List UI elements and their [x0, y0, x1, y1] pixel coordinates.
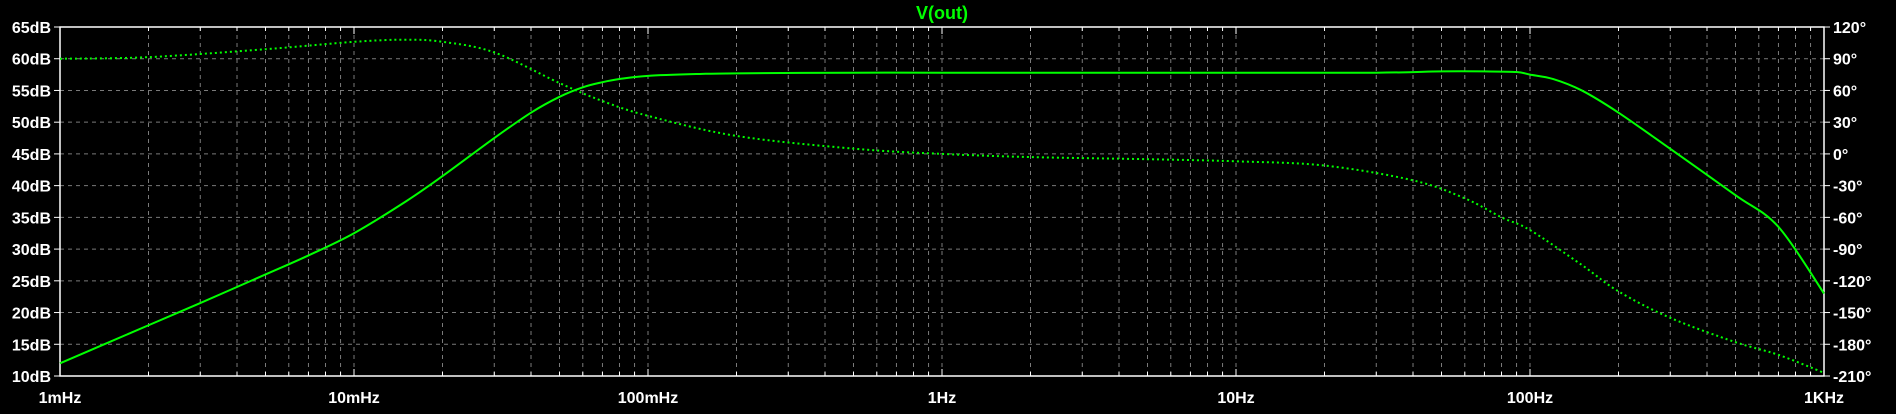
y-right-tick-label: 30° [1833, 115, 1857, 132]
y-left-tick-label: 25dB [12, 274, 51, 291]
y-right-tick-label: -210° [1833, 369, 1871, 386]
y-left-tick-label: 45dB [12, 147, 51, 164]
x-tick-label: 10mHz [328, 390, 380, 407]
y-right-tick-label: -60° [1833, 210, 1863, 227]
y-left-tick-label: 40dB [12, 179, 51, 196]
y-left-tick-label: 55dB [12, 83, 51, 100]
axis-tick-marks [54, 26, 1830, 377]
x-tick-label: 100Hz [1507, 390, 1553, 407]
x-tick-label: 1KHz [1804, 390, 1844, 407]
y-right-tick-label: 0° [1833, 147, 1848, 164]
x-tick-label: 1Hz [928, 390, 956, 407]
y-right-tick-label: -90° [1833, 242, 1863, 259]
axis-tick-labels: 65dB 60dB 55dB 50dB 45dB 40dB 35dB 30dB 25dB 20dB… [12, 20, 1872, 407]
y-right-tick-label: 60° [1833, 83, 1857, 100]
y-left-tick-label: 60dB [12, 52, 51, 69]
y-left-tick-label: 65dB [12, 20, 51, 37]
data-series [59, 38, 1825, 374]
y-right-tick-label: -30° [1833, 179, 1863, 196]
chart-title: V(out) [916, 3, 968, 23]
magnitude-series-line [59, 70, 1825, 365]
y-right-tick-label: -150° [1833, 306, 1871, 323]
y-left-tick-label: 20dB [12, 306, 51, 323]
y-left-tick-label: 15dB [12, 337, 51, 354]
y-left-tick-label: 35dB [12, 210, 51, 227]
x-tick-label: 1mHz [39, 390, 82, 407]
y-left-tick-label: 10dB [12, 369, 51, 386]
y-right-tick-label: 90° [1833, 52, 1857, 69]
y-left-tick-label: 30dB [12, 242, 51, 259]
x-tick-label: 10Hz [1217, 390, 1254, 407]
x-tick-label: 100mHz [618, 390, 678, 407]
grid-lines [59, 27, 1824, 376]
y-right-tick-label: 120° [1833, 20, 1866, 37]
y-right-tick-label: -180° [1833, 337, 1871, 354]
y-left-tick-label: 50dB [12, 115, 51, 132]
y-right-tick-label: -120° [1833, 274, 1871, 291]
phase-series-line [59, 38, 1825, 374]
